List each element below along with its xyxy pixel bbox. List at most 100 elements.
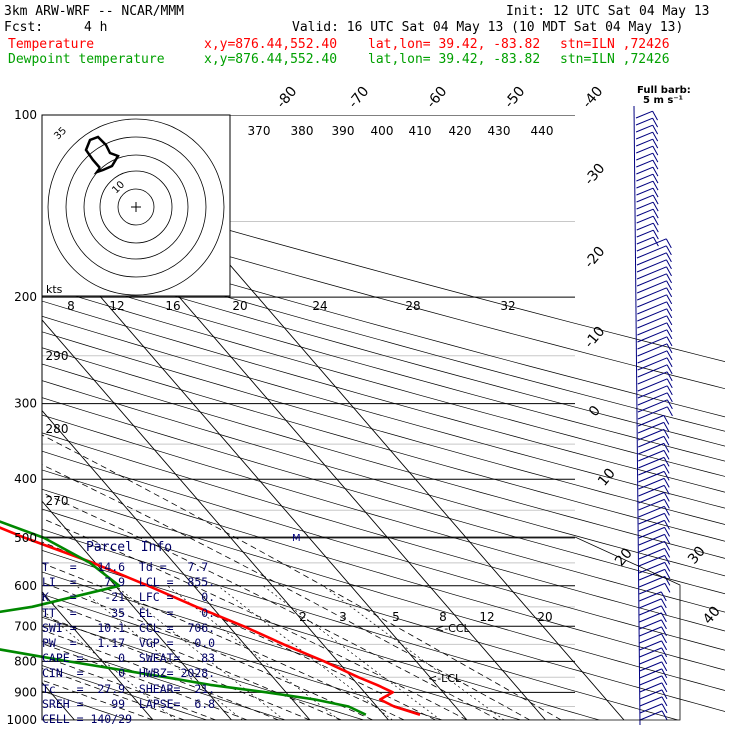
wind-barb	[638, 505, 665, 518]
wind-barb	[637, 350, 668, 364]
wind-barb	[637, 364, 668, 378]
wind-barb-flag	[663, 443, 670, 453]
dry-adiabat	[42, 450, 725, 651]
dry-adiabat	[42, 665, 208, 720]
wind-barb-flag	[660, 598, 667, 609]
dry-adiabat	[42, 271, 725, 462]
pressure-tick-label: 1000	[6, 713, 37, 727]
wind-barb-flag	[663, 492, 670, 502]
wind-barb	[639, 682, 663, 693]
wind-barb-flag	[666, 364, 673, 375]
mixing-ratio-label: 20	[537, 610, 552, 624]
wind-barb	[635, 117, 653, 126]
wind-barb	[636, 166, 654, 175]
wind-barb	[636, 238, 667, 252]
hodograph-ring	[83, 154, 189, 260]
mixing-ratio-label: 12	[479, 610, 494, 624]
wind-barb-flag	[652, 110, 658, 121]
wind-barb	[637, 428, 665, 441]
dry-adiabat-label: 290	[46, 349, 69, 363]
wind-barb-flag	[666, 392, 673, 403]
moist-adiabat	[42, 581, 373, 720]
wind-barb	[636, 266, 667, 280]
wind-barb-flag	[652, 236, 659, 247]
wind-barb	[638, 582, 666, 595]
wind-barb-flag	[652, 131, 659, 142]
wind-barb	[638, 449, 665, 462]
dry-adiabat-label: 420	[449, 124, 472, 138]
hodograph-ring	[47, 118, 225, 296]
wind-barb	[638, 561, 665, 574]
wind-barb	[638, 547, 665, 560]
wind-barb	[638, 477, 665, 490]
isotherm-label: -40	[579, 84, 606, 112]
init-time: Init: 12 UTC Sat 04 May 13	[506, 4, 710, 19]
wind-barb-flag	[664, 520, 670, 530]
wind-barb-flag	[652, 215, 659, 226]
wind-barb	[637, 357, 668, 371]
wind-barb	[637, 336, 668, 350]
dry-adiabat	[42, 202, 725, 390]
wind-barb-flag	[660, 612, 667, 623]
wind-barb	[636, 259, 667, 273]
moist-adiabat-label: 28	[405, 299, 420, 313]
wind-barb	[639, 675, 663, 686]
wind-barb	[639, 626, 662, 637]
wind-barb	[639, 661, 662, 672]
wind-barb	[638, 491, 665, 504]
wind-barb	[636, 145, 653, 154]
wind-barb	[638, 533, 665, 546]
wind-barb-flag	[661, 640, 668, 651]
wind-barb-flag	[666, 266, 672, 277]
wind-barb	[636, 201, 654, 210]
wind-barb	[637, 378, 668, 392]
wind-barb	[637, 371, 668, 385]
pressure-tick-label: 300	[14, 397, 37, 411]
wind-barb-flag	[665, 245, 672, 256]
dry-adiabat-label: 440	[531, 124, 554, 138]
isotherm-label: 30	[685, 543, 709, 567]
mixing-ratio-line	[322, 585, 505, 720]
dry-adiabat	[42, 285, 725, 477]
wind-barb	[636, 208, 654, 217]
isotherm-line	[42, 228, 468, 720]
wind-barb	[639, 598, 662, 609]
dry-adiabat-label: 280	[46, 422, 69, 436]
mixing-ratio-line	[217, 585, 393, 720]
wind-barb	[639, 633, 662, 644]
wind-barb-flag	[664, 583, 671, 593]
wind-barb-flag	[661, 689, 668, 700]
parcel-row: CIN = 0 HWBZ= 2028.	[42, 666, 216, 681]
wind-barb-flag	[660, 591, 667, 602]
wind-barb	[639, 654, 662, 665]
moist-adiabat	[42, 464, 530, 720]
wind-barb-flag	[661, 675, 668, 686]
wind-barb	[638, 456, 665, 469]
pressure-tick-label: 700	[14, 619, 37, 633]
dry-adiabat	[42, 616, 365, 720]
dry-adiabat	[42, 593, 444, 720]
hodograph-trace	[84, 135, 120, 175]
wind-barb-flag	[661, 710, 668, 721]
wind-barb	[639, 710, 663, 721]
wind-barb-flag	[666, 315, 673, 326]
wind-barb	[638, 463, 665, 476]
pressure-tick-label: 400	[14, 472, 37, 486]
wind-barb-flag	[652, 208, 659, 219]
parcel-row: CELL = 140/29	[42, 711, 133, 726]
wind-barb	[639, 703, 663, 714]
wind-barb	[636, 187, 654, 196]
wind-barb-flag	[663, 499, 670, 509]
dry-adiabat-label: 410	[409, 124, 432, 138]
hodograph-units: kts	[46, 283, 63, 296]
pressure-tick-label: 500	[14, 531, 37, 545]
lcl-marker: <-LCL	[428, 672, 462, 685]
isotherm-label: -20	[581, 244, 608, 272]
wind-barb-flag	[652, 173, 659, 184]
wind-barb-flag	[652, 229, 659, 240]
parcel-row: K = -21 LFC = 0.	[42, 590, 216, 605]
wind-barb	[636, 180, 654, 189]
mixing-ratio-line	[115, 585, 285, 720]
barb-key-unit: 5 m s⁻¹	[643, 95, 683, 106]
wind-barb-flag	[664, 541, 671, 551]
